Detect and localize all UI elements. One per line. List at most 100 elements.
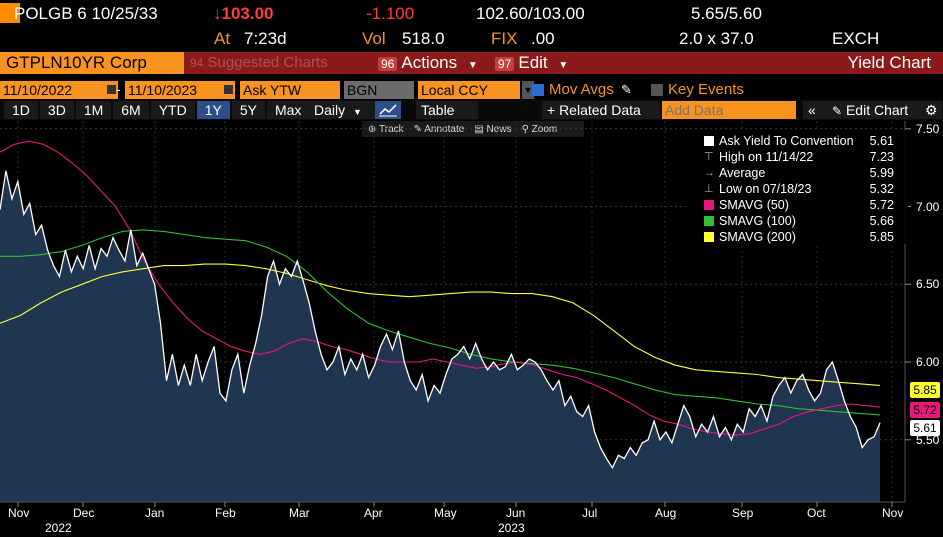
period-5y[interactable]: 5Y xyxy=(231,101,265,119)
legend-swatch xyxy=(704,200,714,210)
start-date-field[interactable]: 11/10/2022 xyxy=(0,81,118,99)
mov-avgs-toggle[interactable]: Mov Avgs ✎ xyxy=(532,81,632,99)
last-value-tag: 5.85 xyxy=(910,382,940,398)
x-tick-label: Dec xyxy=(73,506,95,520)
ticker-field[interactable]: GTPLN10YR Corp xyxy=(0,52,184,74)
period-3d[interactable]: 3D xyxy=(39,101,74,119)
x-tick-label: Jul xyxy=(582,506,598,520)
zoom-label: Zoom xyxy=(531,123,558,135)
currency-selector[interactable]: Local CCY ▼ xyxy=(418,81,534,99)
actions-dropdown-icon: ▼ xyxy=(467,60,478,71)
legend-name: Low on 07/18/23 xyxy=(719,182,812,196)
add-data-input[interactable] xyxy=(662,101,796,119)
x-tick-label: Sep xyxy=(732,506,754,520)
actions-num: 96 xyxy=(378,57,398,71)
edit-dropdown-icon: ▼ xyxy=(558,60,569,71)
suggested-charts-button[interactable]: 94 Suggested Charts xyxy=(184,52,372,74)
key-events-label: Key Events xyxy=(668,81,744,98)
legend-row[interactable]: SMAVG (200) 5.85 xyxy=(686,229,906,245)
period-max[interactable]: Max xyxy=(266,101,310,119)
legend-name: High on 11/14/22 xyxy=(719,150,814,164)
y-tick-label: 5.50 xyxy=(916,432,940,447)
legend-value: 7.23 xyxy=(869,150,894,164)
trade-size: 2.0 x 37.0 xyxy=(679,29,754,48)
actions-label: Actions xyxy=(401,53,458,72)
series-line-ask-yield-to-convention xyxy=(0,170,881,470)
x-tick-label: Aug xyxy=(655,506,677,520)
yield-area-fill xyxy=(0,170,880,503)
table-button[interactable]: Table xyxy=(416,101,478,119)
period-1y[interactable]: 1Y xyxy=(196,101,230,119)
quote-header: POLGB 6 10/25/33 ↓103.00 -1.100 102.60/1… xyxy=(0,0,943,26)
period-bar: 1D 3D 1M 6M YTD 1Y 5Y Max Daily ▼ Table + Relat… xyxy=(0,100,943,135)
fix-label: FIX xyxy=(491,29,518,48)
yield-bid-ask: 5.65/5.60 xyxy=(691,4,762,23)
last-price: ↓103.00 xyxy=(213,4,274,23)
date-range-dash: - xyxy=(116,81,121,97)
chevron-down-icon: ▼ xyxy=(522,81,534,99)
news-tool[interactable]: ▤ News xyxy=(474,124,511,135)
end-date: 11/10/2023 xyxy=(128,82,198,98)
yield-area xyxy=(0,170,880,503)
gear-icon[interactable]: ⚙ xyxy=(920,101,942,119)
legend-row[interactable]: ⊥ Low on 07/18/23 5.32 xyxy=(686,181,906,197)
x-axis-ticks xyxy=(17,502,893,507)
legend-row[interactable]: ⊤ High on 11/14/22 7.23 xyxy=(686,149,906,165)
x-tick-label: Jun xyxy=(506,506,526,520)
legend-row[interactable]: SMAVG (50) 5.72 xyxy=(686,197,906,213)
x-tick-label: Nov xyxy=(882,506,904,520)
edit-menu[interactable]: 97 Edit ▼ xyxy=(489,52,577,74)
legend-row[interactable]: SMAVG (100) 5.66 xyxy=(686,213,906,229)
checkbox-checked-icon xyxy=(532,84,544,97)
fix-value: .00 xyxy=(531,29,555,48)
actions-menu[interactable]: 96 Actions ▼ xyxy=(372,52,490,74)
period-6m[interactable]: 6M xyxy=(113,101,149,119)
last-value-tag: 5.72 xyxy=(910,402,940,418)
low-marker-icon: ⊥ xyxy=(704,183,714,195)
news-icon: ▤ xyxy=(474,123,484,135)
source-selector[interactable]: BGN xyxy=(344,81,414,99)
legend-row[interactable]: Ask Yield To Convention 5.61 xyxy=(686,133,906,149)
checkbox-unchecked-icon xyxy=(651,84,663,97)
high-marker-icon: ⊤ xyxy=(704,151,714,163)
legend-swatch xyxy=(704,216,714,226)
frequency-selector[interactable]: Daily ▼ xyxy=(309,101,379,119)
source-value: BGN xyxy=(347,82,378,98)
news-label: News xyxy=(486,123,512,135)
legend-value: 5.32 xyxy=(869,182,894,196)
frequency-value: Daily xyxy=(314,102,346,118)
related-data-button[interactable]: + Related Data ▼ xyxy=(542,101,660,135)
edit-label: Edit xyxy=(518,53,548,72)
legend-row[interactable]: → Average 5.99 xyxy=(686,165,906,181)
pencil-icon: ✎ xyxy=(832,104,843,118)
security-marker xyxy=(0,3,20,23)
chevron-down-icon: ▼ xyxy=(353,107,362,117)
last-value-tag: 5.61 xyxy=(910,420,940,436)
line-chart-icon[interactable] xyxy=(375,101,401,119)
field-selector[interactable]: Ask YTW xyxy=(240,81,340,99)
pencil-icon[interactable]: ✎ xyxy=(620,82,632,97)
end-date-field[interactable]: 11/10/2023 xyxy=(125,81,235,99)
security-name: POLGB 6 10/25/33 xyxy=(14,4,158,23)
mov-avgs-label: Mov Avgs xyxy=(549,81,614,98)
suggested-label: Suggested Charts xyxy=(207,54,328,71)
x-tick-label: Nov xyxy=(8,506,30,520)
legend-name: SMAVG (200) xyxy=(719,230,796,244)
key-events-toggle[interactable]: Key Events xyxy=(651,81,744,99)
legend-name: Ask Yield To Convention xyxy=(719,134,854,148)
x-tick-label: Mar xyxy=(289,506,310,520)
y-tick-label: 7.50 xyxy=(916,121,940,136)
period-1d[interactable]: 1D xyxy=(4,101,38,119)
period-1m[interactable]: 1M xyxy=(75,101,112,119)
legend-value: 5.66 xyxy=(869,214,894,228)
legend-value: 5.99 xyxy=(869,166,894,180)
collapse-left-icon[interactable]: « xyxy=(803,101,833,119)
annotate-tool[interactable]: ✎ Annotate xyxy=(414,124,465,135)
period-ytd[interactable]: YTD xyxy=(150,101,195,119)
vol-label: Vol xyxy=(362,29,386,48)
legend-name: SMAVG (100) xyxy=(719,214,796,228)
edit-chart-button[interactable]: ✎ Edit Chart xyxy=(827,101,925,119)
x-tick-label: May xyxy=(434,506,457,520)
series-line-smavg-100- xyxy=(0,229,881,416)
at-value: 7:23d xyxy=(244,29,287,48)
